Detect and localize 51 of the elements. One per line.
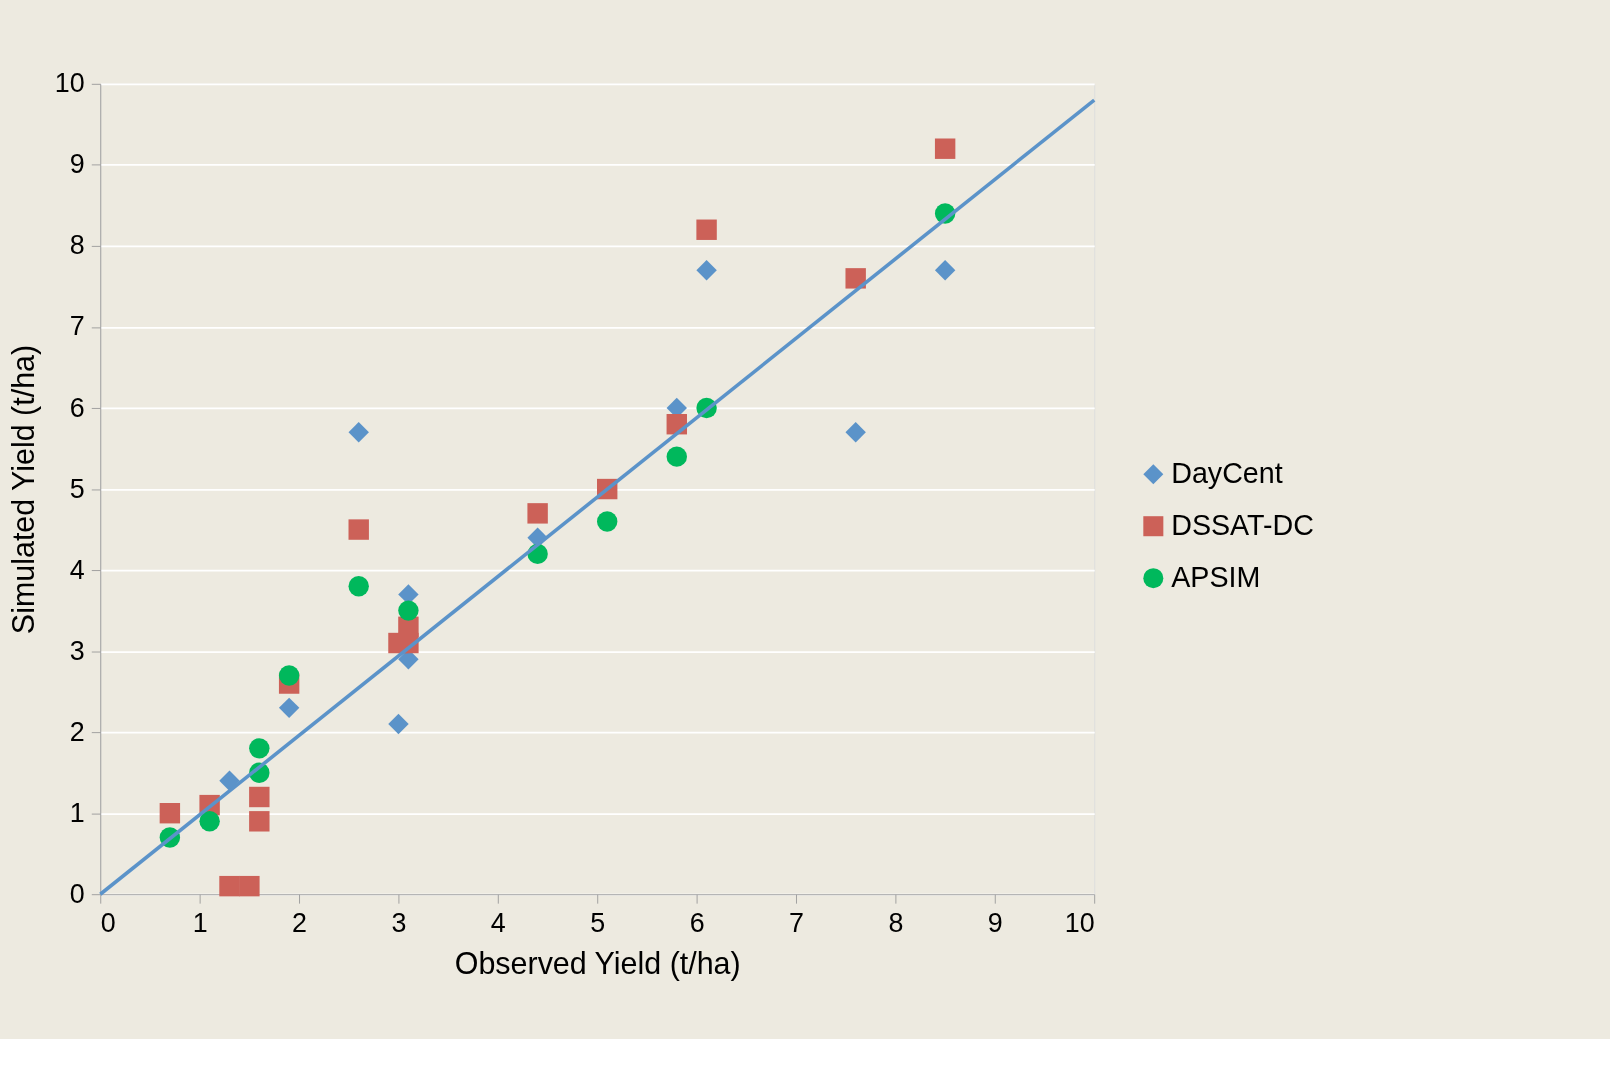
point: [696, 219, 717, 240]
x-tick-label: 6: [689, 908, 705, 939]
y-tick-label: 4: [69, 554, 85, 585]
y-tick-label: 7: [69, 311, 85, 342]
point: [249, 811, 270, 832]
x-tick-label: 4: [490, 908, 506, 939]
x-tick-label: 9: [987, 908, 1003, 939]
legend-label: APSIM: [1171, 561, 1261, 594]
y-axis-title: Simulated Yield (t/ha): [6, 344, 42, 635]
point: [278, 665, 300, 686]
x-tick-label: 5: [590, 908, 606, 939]
x-tick-label: 10: [1064, 908, 1095, 939]
point: [845, 422, 866, 443]
x-axis-title: Observed Yield (t/ha): [454, 946, 741, 982]
point: [388, 713, 409, 735]
point: [348, 519, 369, 540]
x-tick-label: 3: [391, 908, 407, 939]
legend-label: DSSAT-DC: [1171, 509, 1314, 542]
y-tick-label: 10: [54, 68, 85, 99]
point: [696, 260, 717, 281]
point: [527, 503, 548, 524]
point: [348, 422, 369, 443]
y-tick-label: 5: [69, 473, 85, 504]
point: [934, 138, 956, 159]
point: [249, 738, 270, 759]
point: [934, 260, 956, 281]
point: [239, 875, 260, 897]
point: [348, 576, 369, 597]
point: [159, 802, 181, 824]
y-tick-label: 1: [69, 797, 85, 828]
x-tick-label: 2: [292, 908, 307, 939]
x-tick-label: 0: [100, 908, 116, 939]
point: [278, 697, 300, 719]
point: [596, 511, 618, 532]
point: [199, 811, 220, 832]
point: [398, 616, 419, 638]
point: [398, 600, 419, 621]
y-tick-label: 9: [69, 149, 85, 180]
point: [219, 875, 240, 897]
y-tick-label: 0: [69, 878, 85, 909]
legend-label: DayCent: [1171, 457, 1283, 490]
point: [845, 268, 866, 289]
x-tick-label: 1: [192, 908, 208, 939]
x-tick-label: 7: [789, 908, 804, 939]
y-tick-label: 6: [69, 392, 85, 423]
y-tick-label: 2: [69, 716, 85, 747]
y-tick-label: 8: [69, 230, 85, 261]
x-tick-label: 8: [888, 908, 904, 939]
point: [249, 786, 270, 808]
point: [666, 446, 687, 467]
y-tick-label: 3: [69, 635, 85, 666]
